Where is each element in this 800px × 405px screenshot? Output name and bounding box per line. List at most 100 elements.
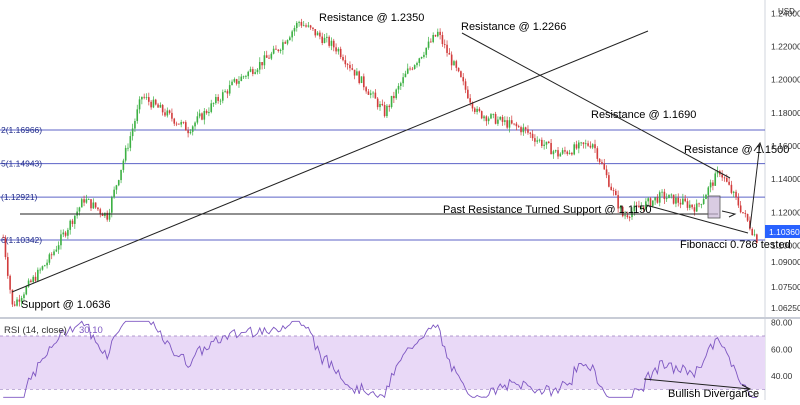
candle-body [571, 152, 573, 155]
rsi-divergence-arrow-head [741, 384, 752, 393]
last-price-label: 1.10360 [769, 227, 800, 237]
candle-body [753, 234, 756, 236]
candle-body [18, 299, 21, 302]
candle-body [436, 31, 439, 37]
candle-body [487, 118, 490, 122]
candle-body [746, 213, 749, 221]
candle-body [298, 21, 300, 23]
annotations: Resistance @ 1.2350 Resistance @ 1.2266 … [21, 12, 791, 400]
candle-body [399, 83, 402, 86]
candle-body [208, 111, 210, 114]
candle-body [217, 96, 219, 101]
candle-body [275, 48, 277, 50]
candle-body [605, 169, 608, 176]
candle-body [312, 27, 314, 29]
candle-body [441, 35, 444, 45]
candle-body [411, 68, 414, 70]
projection-arrow-head [753, 141, 764, 153]
candle-body [369, 93, 372, 95]
price-tick-label: 1.09000 [771, 257, 800, 267]
candle-body [263, 55, 266, 66]
plot-background [0, 0, 765, 400]
rsi-tick-label: 60.00 [771, 344, 793, 354]
candle-body [215, 96, 217, 104]
candle-body [328, 36, 330, 46]
candle-body [723, 177, 726, 179]
candle-body [550, 142, 552, 155]
candle-body [471, 102, 474, 109]
candle-body [71, 220, 74, 224]
candle-body [409, 68, 411, 70]
candle-body [626, 215, 629, 217]
candle-body [293, 27, 296, 32]
fib-level-label: (1.12921) [1, 192, 38, 202]
candle-body [675, 197, 677, 204]
candle-body [739, 205, 742, 213]
candle-body [635, 205, 638, 207]
candle-body [688, 204, 691, 208]
candle-body [189, 131, 192, 134]
candle-body [131, 128, 134, 137]
annotation-resistance-11690: Resistance @ 1.1690 [591, 109, 696, 121]
candle-body [235, 79, 238, 84]
candle-body [402, 77, 404, 84]
candle-body [504, 120, 506, 122]
candle-body [751, 229, 754, 236]
candle-body [106, 212, 109, 220]
candle-body [92, 202, 95, 209]
candle-body [591, 144, 594, 148]
candle-body [425, 47, 428, 55]
candle-body [559, 153, 562, 157]
candle-body [289, 37, 291, 41]
candle-body [11, 289, 14, 305]
candle-body [141, 96, 143, 100]
candle-body [94, 202, 97, 208]
candle-body [307, 25, 310, 27]
candle-body [205, 110, 208, 114]
candle-body [210, 103, 213, 112]
candle-body [510, 120, 513, 124]
candle-body [221, 92, 224, 101]
candle-body [316, 32, 319, 36]
candle-body [707, 187, 710, 195]
price-tick-label: 1.18000 [771, 108, 800, 118]
candle-body [365, 87, 367, 92]
candle-body [175, 123, 178, 125]
candle-body [497, 119, 499, 124]
candle-body [30, 280, 32, 282]
candle-body [735, 191, 737, 198]
candle-body [552, 151, 555, 155]
candle-body [50, 254, 53, 256]
candle-body [508, 120, 511, 128]
annotation-fibonacci-tested: Fibonacci 0.786 tested [680, 239, 791, 251]
rsi-tick-label: 40.00 [771, 371, 793, 381]
candle-body [515, 123, 518, 127]
candle-body [538, 139, 541, 141]
candle-body [628, 216, 631, 218]
candle-body [272, 48, 275, 54]
candle-body [517, 126, 520, 128]
candle-body [80, 199, 83, 208]
candle-body [744, 213, 747, 214]
candle-body [23, 294, 25, 299]
candle-body [413, 65, 416, 70]
fibonacci-levels: 2(1.16966) 5(1.14943) (1.12921) 6(1.10342) [0, 125, 765, 245]
candle-body [564, 150, 566, 152]
candle-body [492, 113, 495, 115]
candle-body [191, 126, 194, 132]
candle-body [619, 206, 622, 209]
candle-body [277, 49, 280, 52]
candle-body [490, 114, 492, 119]
candle-body [268, 57, 270, 59]
candle-body [363, 76, 365, 88]
candle-body [62, 232, 65, 235]
candle-body [6, 257, 9, 276]
long-uptrend-line [11, 30, 649, 293]
candle-body [443, 44, 446, 45]
candle-body [37, 269, 39, 281]
candle-body [224, 91, 226, 93]
candle-body [439, 31, 441, 36]
candle-body [240, 76, 243, 82]
rsi-current-value: 30.10 [79, 325, 103, 336]
